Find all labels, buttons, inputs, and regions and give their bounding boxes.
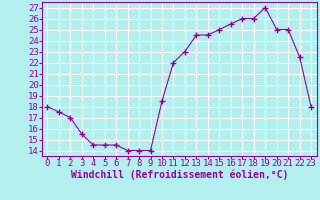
X-axis label: Windchill (Refroidissement éolien,°C): Windchill (Refroidissement éolien,°C) xyxy=(70,169,288,180)
